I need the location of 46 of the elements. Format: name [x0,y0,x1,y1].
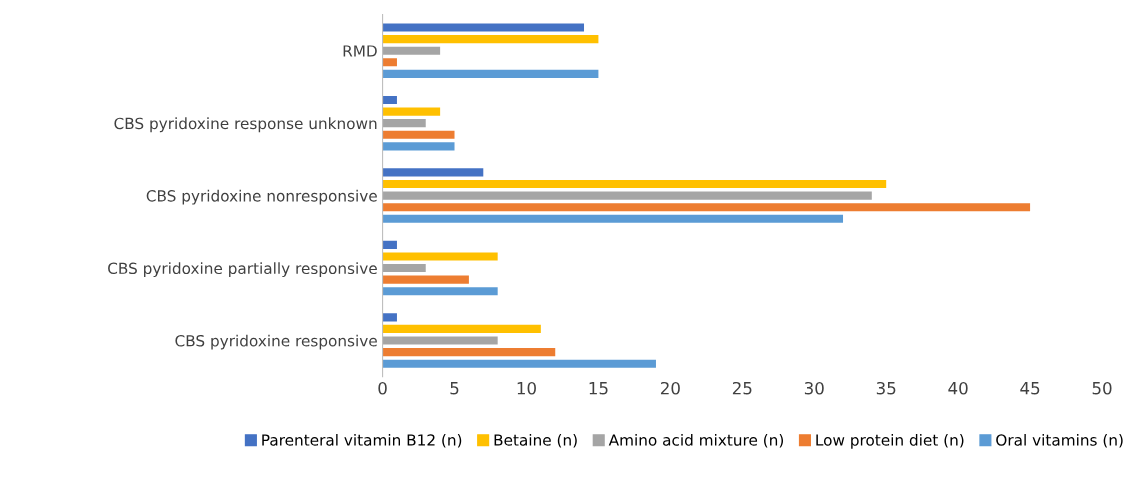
bar [382,179,887,189]
bar [382,142,455,151]
x-tick-label: 30 [804,381,824,395]
bar [382,168,484,177]
bar [382,203,1031,212]
bar [382,336,498,345]
legend-label: Low protein diet (n) [816,433,964,449]
legend-label: Betaine (n) [494,433,577,448]
bar [382,191,872,200]
x-tick-label: 40 [948,381,968,395]
x-tick-label: 35 [876,381,896,395]
x-tick-label: 50 [1092,381,1112,395]
bar [382,214,844,223]
bar [382,35,599,44]
y-tick-label: CBS pyridoxine responsive [175,334,377,350]
bar [382,313,397,322]
bar [382,287,498,296]
bar [382,23,585,32]
legend-label: Oral vitamins (n) [996,433,1123,448]
bar [382,240,397,249]
legend-label: Parenteral vitamin B12 (n) [262,433,462,448]
bar [382,46,441,55]
x-tick-label: 20 [660,381,680,395]
x-tick-label: 10 [517,381,536,395]
x-tick-label: 45 [1020,382,1040,395]
bar [382,69,599,78]
y-tick-label: CBS pyridoxine response unknown [114,117,377,133]
x-tick-label: 25 [732,381,752,395]
bar [382,107,441,116]
bar [382,348,556,357]
x-tick-label: 5 [450,382,459,395]
x-tick-label: 0 [378,381,387,395]
bar [382,264,426,273]
y-tick-label: RMD [343,45,377,57]
bar [382,359,656,368]
bar [382,95,397,105]
bar [382,130,455,139]
x-tick-label: 15 [589,382,608,395]
bar [382,324,541,333]
legend-label: Amino acid mixture (n) [608,433,784,448]
y-tick-label: CBS pyridoxine nonresponsive [146,189,377,205]
bar [382,252,498,261]
y-tick-label: CBS pyridoxine partially responsive [108,262,377,278]
bar [382,119,426,128]
bar [382,275,469,284]
bar [382,58,397,67]
